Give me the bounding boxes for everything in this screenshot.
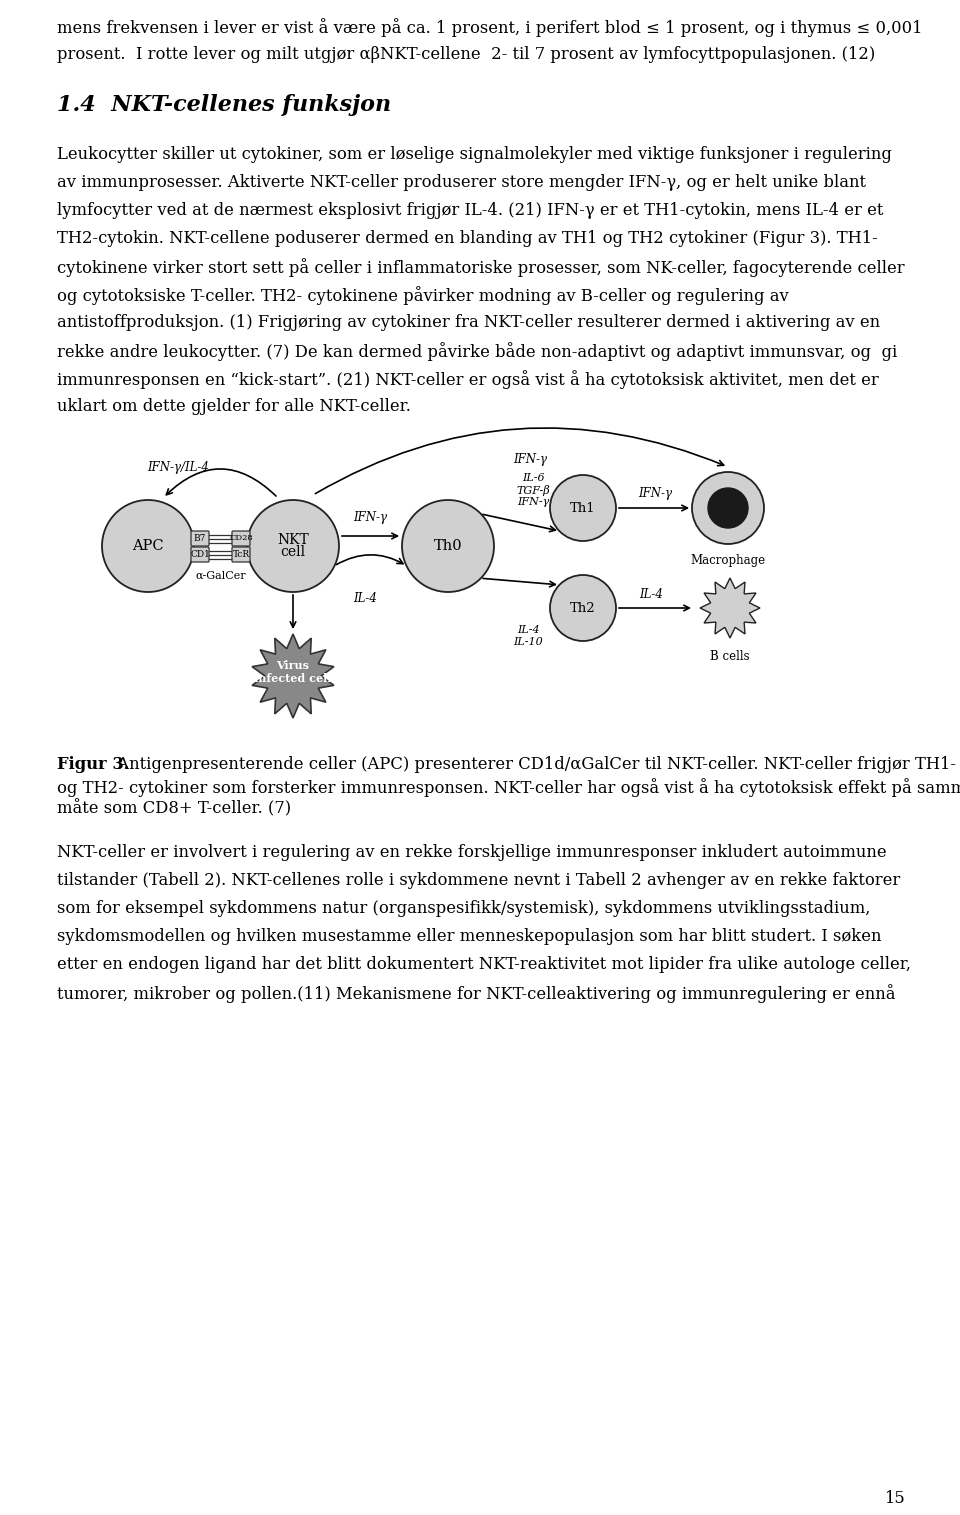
Text: og cytotoksiske T-celler. TH2- cytokinene påvirker modning av B-celler og regule: og cytotoksiske T-celler. TH2- cytokinen… (57, 286, 789, 305)
Circle shape (102, 500, 194, 592)
Text: IFN-γ: IFN-γ (513, 453, 547, 467)
FancyBboxPatch shape (232, 547, 250, 562)
Text: lymfocytter ved at de nærmest eksplosivt frigjør IL-4. (21) IFN-γ er et TH1-cyto: lymfocytter ved at de nærmest eksplosivt… (57, 201, 883, 220)
FancyBboxPatch shape (191, 530, 209, 545)
Text: av immunprosesser. Aktiverte NKT-celler produserer store mengder IFN-γ, og er he: av immunprosesser. Aktiverte NKT-celler … (57, 174, 866, 191)
Text: NKT: NKT (277, 533, 309, 547)
Circle shape (550, 576, 616, 641)
Text: IFN-γ/IL-4: IFN-γ/IL-4 (147, 462, 209, 474)
Text: mens frekvensen i lever er vist å være på ca. 1 prosent, i perifert blod ≤ 1 pro: mens frekvensen i lever er vist å være p… (57, 18, 923, 36)
FancyBboxPatch shape (232, 530, 250, 545)
Text: TcR: TcR (232, 550, 250, 559)
Text: cytokinene virker stort sett på celler i inflammatoriske prosesser, som NK-celle: cytokinene virker stort sett på celler i… (57, 258, 904, 277)
Text: som for eksempel sykdommens natur (organspesifikk/systemisk), sykdommens utvikli: som for eksempel sykdommens natur (organ… (57, 900, 871, 917)
Text: rekke andre leukocytter. (7) De kan dermed påvirke både non-adaptivt og adaptivt: rekke andre leukocytter. (7) De kan derm… (57, 342, 898, 361)
Text: Figur 3.: Figur 3. (57, 756, 130, 773)
Circle shape (708, 488, 748, 529)
Text: Th0: Th0 (434, 539, 463, 553)
Text: 15: 15 (884, 1489, 905, 1507)
Text: APC: APC (132, 539, 164, 553)
Polygon shape (252, 633, 334, 718)
Circle shape (692, 473, 764, 544)
Text: immunresponsen en “kick-start”. (21) NKT-celler er også vist å ha cytotoksisk ak: immunresponsen en “kick-start”. (21) NKT… (57, 370, 878, 389)
Text: Antigenpresenterende celler (APC) presenterer CD1d/αGalCer til NKT-celler. NKT-c: Antigenpresenterende celler (APC) presen… (112, 756, 956, 773)
Circle shape (402, 500, 494, 592)
Circle shape (550, 476, 616, 541)
Text: NKT-celler er involvert i regulering av en rekke forskjellige immunresponser ink: NKT-celler er involvert i regulering av … (57, 844, 887, 861)
Text: tilstander (Tabell 2). NKT-cellenes rolle i sykdommene nevnt i Tabell 2 avhenger: tilstander (Tabell 2). NKT-cellenes roll… (57, 873, 900, 889)
Text: tumorer, mikrober og pollen.(11) Mekanismene for NKT-celleaktivering og immunreg: tumorer, mikrober og pollen.(11) Mekanis… (57, 985, 896, 1003)
Text: 1.4  NKT-cellenes funksjon: 1.4 NKT-cellenes funksjon (57, 94, 391, 117)
Text: etter en endogen ligand har det blitt dokumentert NKT-reaktivitet mot lipider fr: etter en endogen ligand har det blitt do… (57, 956, 911, 973)
Text: cell: cell (280, 545, 305, 559)
Text: α-GalCer: α-GalCer (195, 571, 246, 580)
Text: IFN-γ: IFN-γ (353, 512, 388, 524)
Text: CD1: CD1 (190, 550, 210, 559)
Text: IL-4: IL-4 (639, 588, 663, 600)
Text: TH2-cytokin. NKT-cellene poduserer dermed en blanding av TH1 og TH2 cytokiner (F: TH2-cytokin. NKT-cellene poduserer derme… (57, 230, 877, 247)
Text: måte som CD8+ T-celler. (7): måte som CD8+ T-celler. (7) (57, 800, 291, 818)
Text: B cells: B cells (710, 650, 750, 664)
Text: IL-6
TGF-β
IFN-γ: IL-6 TGF-β IFN-γ (516, 473, 550, 508)
Circle shape (247, 500, 339, 592)
Text: Macrophage: Macrophage (690, 554, 765, 567)
Text: Leukocytter skiller ut cytokiner, som er løselige signalmolekyler med viktige fu: Leukocytter skiller ut cytokiner, som er… (57, 145, 892, 164)
Text: IFN-γ: IFN-γ (638, 488, 673, 500)
FancyBboxPatch shape (191, 547, 209, 562)
Text: sykdomsmodellen og hvilken musestamme eller menneskepopulasjon som har blitt stu: sykdomsmodellen og hvilken musestamme el… (57, 929, 881, 945)
Text: antistoffproduksjon. (1) Frigjøring av cytokiner fra NKT-celler resulterer derme: antistoffproduksjon. (1) Frigjøring av c… (57, 314, 880, 330)
Text: Th2: Th2 (570, 601, 596, 615)
Text: Th1: Th1 (570, 501, 596, 515)
Polygon shape (700, 579, 760, 638)
Text: B7: B7 (194, 533, 206, 542)
Text: og TH2- cytokiner som forsterker immunresponsen. NKT-celler har også vist å ha c: og TH2- cytokiner som forsterker immunre… (57, 779, 960, 797)
Text: IL-4: IL-4 (353, 591, 377, 604)
Text: IL-4
IL-10: IL-4 IL-10 (514, 626, 542, 647)
Text: Virus
infected cell: Virus infected cell (254, 661, 332, 683)
Text: CD28: CD28 (229, 535, 252, 542)
Text: prosent.  I rotte lever og milt utgjør αβNKT-cellene  2- til 7 prosent av lymfoc: prosent. I rotte lever og milt utgjør αβ… (57, 45, 876, 64)
Text: uklart om dette gjelder for alle NKT-celler.: uklart om dette gjelder for alle NKT-cel… (57, 398, 411, 415)
